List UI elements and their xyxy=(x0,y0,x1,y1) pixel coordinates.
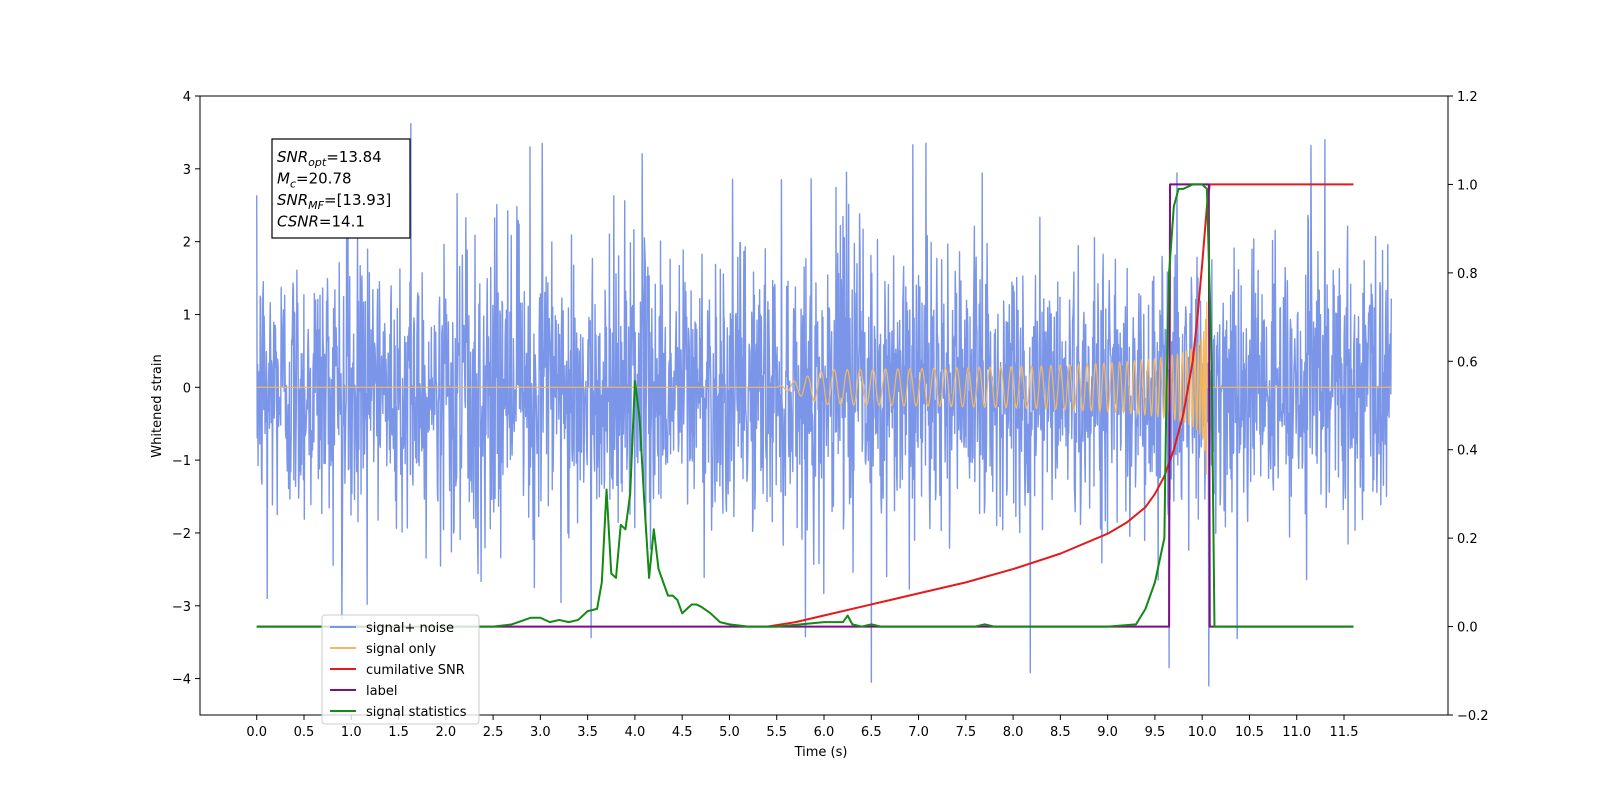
y2-tick-label: 0.6 xyxy=(1457,355,1478,370)
x-tick-label: 5.0 xyxy=(719,725,740,740)
y2-tick-label: 0.4 xyxy=(1457,444,1478,459)
x-tick-label: 8.0 xyxy=(1003,725,1024,740)
annotation-line: SNRMF=[13.93] xyxy=(277,191,391,212)
y-tick-label: 1 xyxy=(183,308,191,323)
x-tick-label: 6.5 xyxy=(861,725,882,740)
y2-axis-ticks: 1.2 1.0 0.8 0.6 0.4 0.2 0.0 −0.2 xyxy=(1448,90,1489,724)
x-tick-label: 10.0 xyxy=(1188,725,1217,740)
y2-tick-label: 0.8 xyxy=(1457,267,1478,282)
x-tick-label: 8.5 xyxy=(1050,725,1071,740)
annotation-line: Mc=20.78 xyxy=(277,170,352,191)
y2-tick-label: 0.0 xyxy=(1457,621,1478,636)
legend: signal+ noise signal only cumilative SNR la… xyxy=(321,614,480,725)
x-tick-label: 0.0 xyxy=(246,725,267,740)
legend-label: signal+ noise xyxy=(366,621,454,636)
y-tick-label: −3 xyxy=(172,600,191,615)
annotation-box: SNRopt=13.84Mc=20.78SNRMF=[13.93]CSNR=14… xyxy=(271,138,411,239)
x-tick-label: 3.0 xyxy=(530,725,551,740)
legend-label: cumilative SNR xyxy=(366,663,465,678)
y-tick-label: −2 xyxy=(172,527,191,542)
y2-tick-label: 1.0 xyxy=(1457,178,1478,193)
legend-frame xyxy=(321,614,480,725)
y-tick-label: −1 xyxy=(172,454,191,469)
y-axis-ticks: 4 3 2 1 0 −1 −2 −3 −4 xyxy=(172,90,200,688)
series-signal-statistics-line xyxy=(256,183,1354,628)
y2-tick-label: 0.2 xyxy=(1457,532,1478,547)
x-tick-label: 1.0 xyxy=(341,725,362,740)
legend-label: signal only xyxy=(366,642,436,657)
signal-statistics-layer xyxy=(256,183,1354,628)
y-tick-label: 4 xyxy=(183,90,191,105)
y2-tick-label: 1.2 xyxy=(1457,90,1478,105)
annotation-line: CSNR=14.1 xyxy=(277,213,365,231)
series-signal-only-line xyxy=(256,301,1392,475)
x-tick-label: 1.5 xyxy=(388,725,409,740)
legend-label: signal statistics xyxy=(366,705,467,720)
y-tick-label: −4 xyxy=(172,673,191,688)
x-tick-label: 6.0 xyxy=(814,725,835,740)
x-tick-label: 11.5 xyxy=(1330,725,1359,740)
y-tick-label: 2 xyxy=(183,236,191,251)
x-tick-label: 0.5 xyxy=(294,725,315,740)
x-tick-label: 4.0 xyxy=(625,725,646,740)
series-cumilative-snr-line xyxy=(767,183,1354,628)
series-signal-noise-line xyxy=(256,122,1392,687)
x-tick-label: 9.0 xyxy=(1097,725,1118,740)
x-tick-label: 11.0 xyxy=(1282,725,1311,740)
signal-only-layer xyxy=(256,301,1392,475)
cumulative-snr-layer xyxy=(767,183,1354,628)
signal-noise-layer xyxy=(256,122,1392,687)
x-tick-label: 2.5 xyxy=(483,725,504,740)
x-tick-label: 2.0 xyxy=(435,725,456,740)
x-tick-label: 5.5 xyxy=(766,725,787,740)
y-tick-label: 3 xyxy=(183,163,191,178)
legend-label: label xyxy=(366,684,397,699)
x-tick-label: 7.5 xyxy=(955,725,976,740)
x-axis-ticks: 0.0 0.5 1.0 1.5 2.0 2.5 3.0 3.5 4.0 4.5 5.0 5.5 6.0 6… xyxy=(246,715,1358,740)
y-tick-label: 0 xyxy=(183,381,191,396)
x-tick-label: 3.5 xyxy=(577,725,598,740)
x-axis-label: Time (s) xyxy=(794,745,848,760)
y-axis-label: Whitened strain xyxy=(150,354,165,457)
x-tick-label: 7.0 xyxy=(908,725,929,740)
x-tick-label: 10.5 xyxy=(1235,725,1264,740)
y2-tick-label: −0.2 xyxy=(1457,709,1489,724)
x-tick-label: 9.5 xyxy=(1145,725,1166,740)
x-tick-label: 4.5 xyxy=(672,725,693,740)
annotation-line: SNRopt=13.84 xyxy=(277,148,382,169)
annotation-box-frame xyxy=(271,138,411,239)
